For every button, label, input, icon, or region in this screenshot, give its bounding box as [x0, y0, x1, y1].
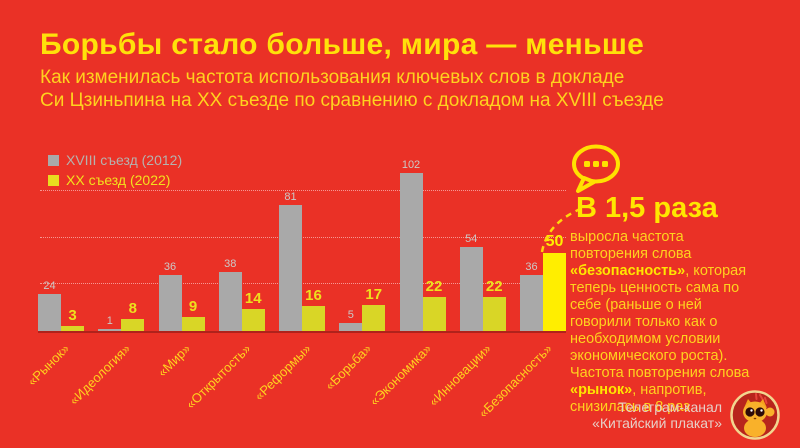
category-label: «Рынок» — [24, 341, 73, 389]
bar-xx: 22 — [482, 278, 506, 331]
bar-value-label: 5 — [347, 309, 354, 321]
bar-value-label: 24 — [43, 280, 56, 292]
annotation-text-segment: , напротив, снизилась в 8 раз. — [570, 382, 707, 415]
bar-value-label: 16 — [305, 287, 322, 304]
category-label: «Идеология» — [65, 341, 133, 408]
subtitle-line-2: Си Цзиньпина на XX съезде по сравнению с… — [40, 90, 664, 111]
bar-xviii: 38 — [218, 258, 242, 331]
legend-item-2022: XX съезд (2022) — [48, 170, 182, 190]
annotation-keyword: «безопасность» — [570, 263, 686, 279]
bar-group: 54 22 «Инновации» — [426, 165, 506, 409]
cat-mascot-logo — [730, 390, 780, 440]
category-label: «Инновации» — [426, 341, 495, 410]
category-label: «Борьба» — [321, 341, 374, 394]
subtitle-line-1: Как изменилась частота использования клю… — [40, 67, 625, 88]
channel-name: Телеграм-канал «Китайский плакат» — [592, 399, 722, 431]
annotation-headline: В 1,5 раза — [576, 192, 718, 224]
bar-value-label: 14 — [244, 290, 262, 307]
bar-group: 36 9 «Мир» — [154, 165, 205, 380]
bar-xx: 14 — [241, 290, 265, 331]
bar-value-label: 17 — [365, 286, 383, 303]
bar-xx: 9 — [181, 298, 205, 331]
channel-name-line-1: Телеграм-канал — [618, 399, 722, 415]
bar-group: 24 3 «Рынок» — [25, 165, 84, 389]
bar-xviii: 1 — [98, 315, 122, 331]
annotation-keyword: «рынок» — [570, 382, 633, 398]
bar-value-label: 36 — [525, 261, 538, 273]
bar-xviii: 24 — [38, 280, 61, 331]
channel-credit: Телеграм-канал «Китайский плакат» — [592, 390, 780, 440]
category-label: «Экономика» — [366, 341, 435, 409]
bar-xviii: 54 — [459, 233, 483, 331]
annotation-text-segment: выросла частота повторения слова — [570, 229, 692, 262]
bar-group: 36 50 «Безопасность» — [475, 165, 566, 420]
legend-label-2022: XX съезд (2022) — [66, 172, 171, 188]
bar-value-label: 22 — [425, 278, 443, 295]
legend-item-2012: XVIII съезд (2012) — [48, 150, 182, 170]
bar-value-label: 1 — [106, 315, 113, 327]
bar-xviii: 36 — [520, 261, 543, 331]
bar-group: 81 16 «Реформы» — [251, 165, 325, 403]
bar-value-label: 8 — [128, 300, 137, 317]
bar-group: 1 8 «Идеология» — [66, 165, 145, 408]
bar-xx: 16 — [302, 287, 325, 331]
bar-value-label: 38 — [224, 258, 237, 270]
bar-chart: 24 3 «Рынок» 1 8 «Идеология» 36 9 «Мир» 38 14 «Откр… — [25, 159, 566, 420]
legend-swatch-gray — [48, 154, 59, 166]
legend-label-2012: XVIII съезд (2012) — [66, 152, 183, 168]
bar-xx: 3 — [61, 307, 84, 331]
bar-xviii: 5 — [339, 309, 363, 331]
bar-xviii: 81 — [279, 191, 302, 331]
category-label: «Реформы» — [251, 341, 314, 404]
bar-value-label: 54 — [465, 233, 478, 245]
speech-bubble-ellipsis-icon — [572, 144, 620, 193]
bar-value-label: 50 — [545, 233, 564, 250]
bar-xx: 17 — [362, 286, 386, 331]
bar-value-label: 22 — [485, 278, 503, 295]
dashed-arrow-to-highlight-bar — [540, 202, 595, 253]
bar-xx: 22 — [422, 278, 446, 331]
annotation-paragraph: выросла частота повторения слова «безопа… — [570, 229, 762, 416]
bar-value-label: 36 — [163, 261, 177, 273]
bar-value-label: 3 — [68, 307, 77, 324]
page-title: Борьбы стало больше, мира — меньше — [40, 28, 645, 61]
bar-xx: 50 — [543, 233, 566, 331]
chart-legend: XVIII съезд (2012) XX съезд (2022) — [48, 150, 182, 190]
bar-group: 102 22 «Экономика» — [366, 159, 446, 409]
category-label: «Мир» — [154, 341, 194, 380]
page-subtitle: Как изменилась частота использования клю… — [40, 66, 664, 112]
bar-xviii: 102 — [399, 159, 423, 331]
annotation-text-segment: , которая теперь ценность сама по себе (… — [570, 263, 750, 381]
bar-group: 5 17 «Борьба» — [322, 165, 386, 393]
bar-xx: 8 — [121, 300, 145, 331]
bar-xviii: 36 — [158, 261, 182, 331]
bar-value-label: 81 — [284, 191, 297, 203]
channel-name-line-2: «Китайский плакат» — [592, 415, 722, 431]
legend-swatch-yellow — [48, 174, 59, 186]
bar-value-label: 9 — [188, 298, 198, 315]
bar-value-label: 102 — [401, 159, 421, 171]
bar-group: 38 14 «Открытость» — [183, 165, 265, 412]
